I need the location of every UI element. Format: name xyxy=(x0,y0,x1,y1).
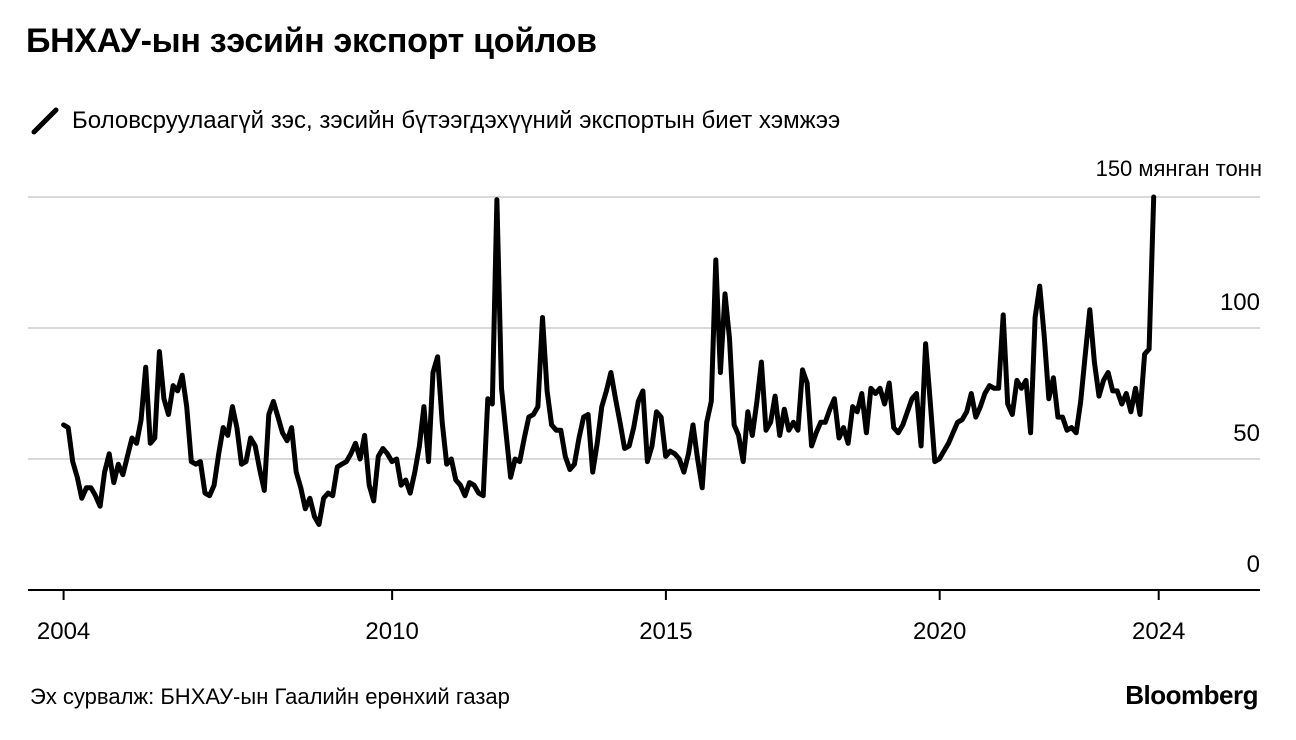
y-axis-ticks: 0 50 100 xyxy=(1220,289,1260,578)
x-tick-label: 2004 xyxy=(37,618,90,645)
bloomberg-logo: Bloomberg xyxy=(1125,680,1258,710)
y-tick-label: 100 xyxy=(1220,289,1260,316)
y-unit-label: 150 мянган тонн xyxy=(1096,156,1262,181)
x-tick-label: 2024 xyxy=(1132,618,1185,645)
series-line xyxy=(61,194,1157,527)
legend-label: Боловсруулаагүй зэс, зэсийн бүтээгдэхүүн… xyxy=(72,107,841,134)
x-tick-label: 2020 xyxy=(913,618,966,645)
x-tick-label: 2010 xyxy=(365,618,418,645)
y-tick-label: 0 xyxy=(1247,551,1260,578)
legend: Боловсруулаагүй зэс, зэсийн бүтээгдэхүүн… xyxy=(30,106,840,136)
line-swatch-icon xyxy=(31,107,59,135)
y-tick-label: 50 xyxy=(1233,420,1260,447)
gridlines xyxy=(28,196,1260,460)
x-tick-label: 2015 xyxy=(639,618,692,645)
x-axis: 2004 2010 2015 2020 2024 xyxy=(28,589,1260,645)
chart-title: БНХАУ-ын зэсийн экспорт цойлов xyxy=(26,22,597,60)
source-note: Эх сурвалж: БНХАУ-ын Гаалийн ерөнхий газ… xyxy=(30,684,510,709)
